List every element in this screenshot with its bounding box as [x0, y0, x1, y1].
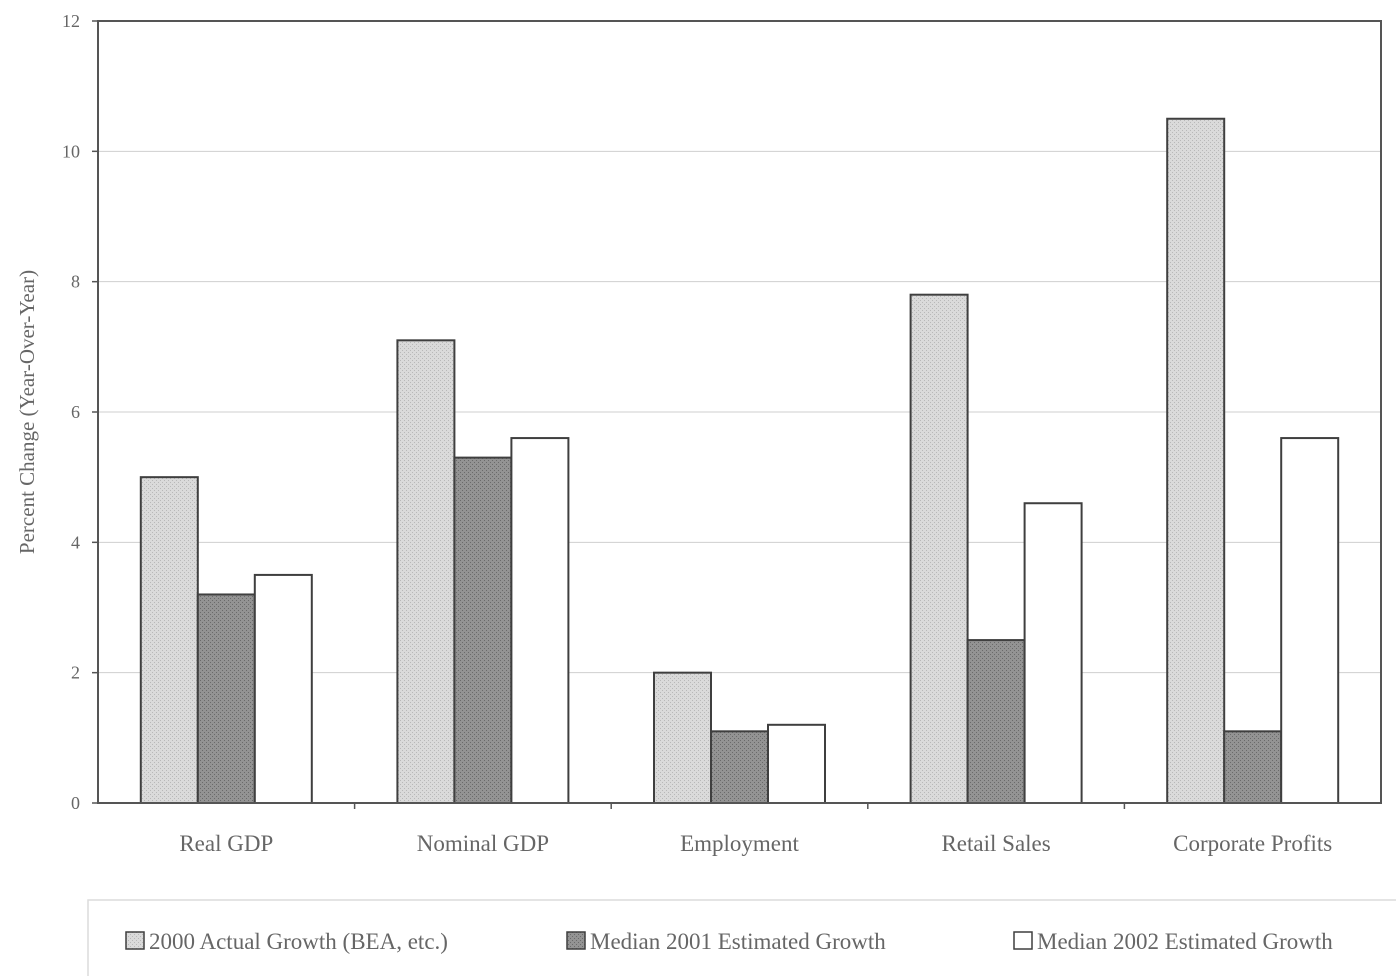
legend-box — [87, 899, 1396, 976]
bar — [196, 593, 256, 805]
legend: 2000 Actual Growth (BEA, etc.) Median 200… — [125, 929, 1333, 954]
legend-label: Median 2002 Estimated Growth — [1037, 929, 1333, 954]
bar — [396, 339, 456, 804]
bar — [139, 476, 199, 804]
x-axis-labels: Real GDP Nominal GDP Employment Retail Sale… — [179, 803, 1332, 856]
legend-label: 2000 Actual Growth (BEA, etc.) — [149, 929, 448, 954]
y-tick-label: 12 — [62, 11, 80, 31]
bar — [1223, 730, 1283, 804]
y-tick-label: 2 — [71, 663, 80, 683]
bar — [453, 456, 513, 804]
legend-swatch — [566, 931, 586, 950]
x-category-label: Retail Sales — [941, 831, 1050, 856]
bar — [510, 437, 570, 804]
bars — [139, 117, 1340, 805]
bar — [1166, 117, 1226, 804]
x-category-label: Real GDP — [179, 831, 273, 856]
bar — [1023, 502, 1083, 804]
x-category-label: Nominal GDP — [417, 831, 549, 856]
legend-swatch — [1013, 931, 1033, 950]
bar — [253, 573, 313, 805]
y-axis-ticks: 0 2 4 6 8 10 12 — [62, 11, 98, 813]
bar — [966, 639, 1026, 804]
bar — [909, 293, 969, 804]
bar — [710, 730, 769, 804]
bar — [1280, 437, 1340, 804]
y-tick-label: 10 — [62, 141, 80, 161]
bar — [653, 671, 712, 805]
x-category-label: Employment — [680, 831, 799, 856]
y-tick-label: 6 — [71, 402, 80, 422]
legend-label: Median 2001 Estimated Growth — [590, 929, 886, 954]
y-tick-label: 4 — [71, 532, 80, 552]
legend-swatch — [125, 931, 145, 950]
bar — [767, 723, 826, 804]
y-tick-label: 0 — [71, 793, 80, 813]
y-axis-title: Percent Change (Year-Over-Year) — [15, 270, 39, 554]
plot-area-frame — [97, 20, 1382, 804]
y-tick-label: 8 — [71, 272, 80, 292]
x-category-label: Corporate Profits — [1173, 831, 1332, 856]
